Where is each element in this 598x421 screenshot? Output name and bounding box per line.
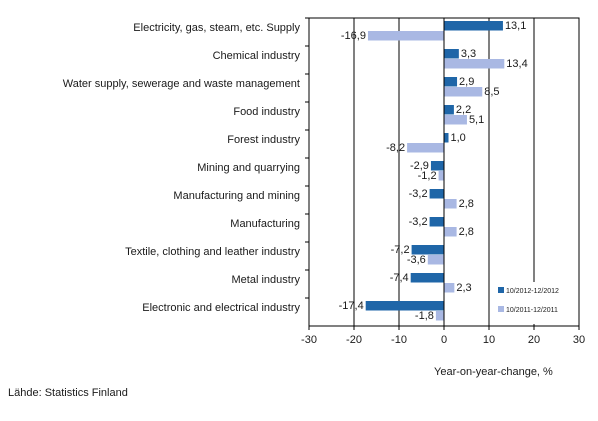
bar	[365, 301, 444, 311]
data-label: 2,3	[456, 282, 471, 294]
category-label: Food industry	[233, 106, 300, 118]
data-label: -16,9	[341, 30, 366, 42]
bar	[429, 217, 444, 227]
category-label: Metal industry	[232, 274, 301, 286]
data-label: -3,2	[409, 188, 428, 200]
data-label: 2,8	[459, 226, 474, 238]
source-note: Lähde: Statistics Finland	[8, 387, 128, 399]
bar	[444, 21, 503, 31]
data-label: 2,8	[459, 198, 474, 210]
bar	[444, 283, 455, 293]
category-label: Electronic and electrical industry	[142, 302, 300, 314]
legend-background	[494, 282, 578, 324]
bar	[444, 87, 483, 97]
category-label: Forest industry	[227, 134, 300, 146]
data-label: -1,8	[415, 310, 434, 322]
bar	[427, 255, 444, 265]
data-label: 8,5	[484, 86, 499, 98]
legend-label: 10/2012-12/2012	[506, 288, 559, 295]
legend-label: 10/2011-12/2011	[506, 307, 558, 314]
bar	[444, 49, 459, 59]
category-label: Manufacturing and mining	[173, 190, 300, 202]
bar	[429, 189, 444, 199]
x-tick-label: 0	[441, 334, 447, 346]
x-tick-label: 10	[483, 334, 495, 346]
x-tick-label: -10	[391, 334, 407, 346]
x-tick-label: 30	[573, 334, 585, 346]
bar	[444, 133, 449, 143]
category-label: Chemical industry	[213, 50, 301, 62]
bar	[407, 143, 444, 153]
x-tick-label: -30	[301, 334, 317, 346]
bar	[444, 59, 505, 69]
x-tick-label: 20	[528, 334, 540, 346]
x-axis-label: Year-on-year-change, %	[434, 366, 553, 378]
data-label: -3,2	[409, 216, 428, 228]
category-label: Water supply, sewerage and waste managem…	[63, 78, 300, 90]
data-label: 2,2	[456, 104, 471, 116]
data-label: -7,4	[390, 272, 409, 284]
data-label: 1,0	[451, 132, 466, 144]
legend-swatch	[498, 287, 504, 293]
bar	[410, 273, 444, 283]
data-label: -1,2	[418, 170, 437, 182]
category-label: Electricity, gas, steam, etc. Supply	[133, 22, 300, 34]
data-label: -7,2	[391, 244, 410, 256]
data-label: -8,2	[386, 142, 405, 154]
category-label: Manufacturing	[230, 218, 300, 230]
bar	[430, 161, 444, 171]
bar	[444, 115, 467, 125]
data-label: -3,6	[407, 254, 426, 266]
bar	[444, 199, 457, 209]
x-tick-label: -20	[346, 334, 362, 346]
legend-swatch	[498, 306, 504, 312]
bar	[435, 311, 444, 321]
data-label: -2,9	[410, 160, 429, 172]
data-label: 13,1	[505, 20, 526, 32]
bar	[411, 245, 444, 255]
data-label: 5,1	[469, 114, 484, 126]
data-label: -17,4	[339, 300, 364, 312]
category-label: Textile, clothing and leather industry	[125, 246, 300, 258]
bar	[444, 227, 457, 237]
bar	[438, 171, 444, 181]
data-label: 3,3	[461, 48, 476, 60]
data-label: 13,4	[506, 58, 527, 70]
data-label: 2,9	[459, 76, 474, 88]
category-label: Mining and quarrying	[197, 162, 300, 174]
bar	[367, 31, 444, 41]
bar	[444, 77, 458, 87]
bar	[444, 105, 454, 115]
